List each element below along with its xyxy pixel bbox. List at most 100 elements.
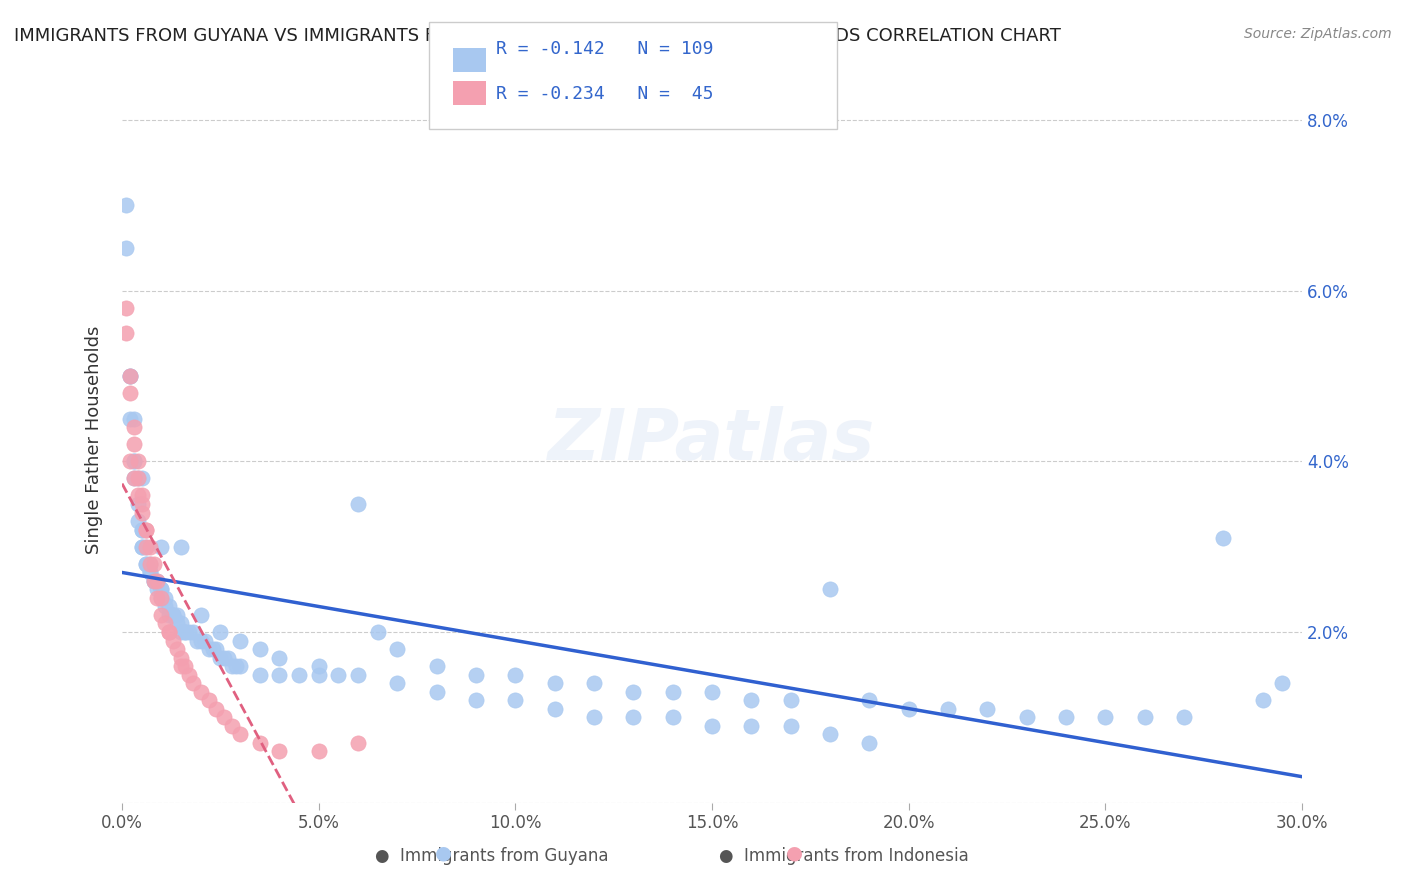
Point	[131, 523, 153, 537]
Point	[1251, 693, 1274, 707]
Point	[426, 659, 449, 673]
Text: ●  Immigrants from Indonesia: ● Immigrants from Indonesia	[718, 847, 969, 865]
Point	[221, 659, 243, 673]
Point	[269, 744, 291, 758]
Point	[118, 369, 141, 384]
Point	[135, 540, 157, 554]
Point	[115, 301, 138, 315]
Point	[127, 514, 149, 528]
Point	[162, 607, 184, 622]
Point	[150, 582, 173, 597]
Point	[157, 607, 180, 622]
Point	[122, 471, 145, 485]
Point	[118, 411, 141, 425]
Point	[150, 591, 173, 605]
Point	[150, 591, 173, 605]
Point	[170, 659, 193, 673]
Point	[118, 369, 141, 384]
Point	[269, 667, 291, 681]
Point	[308, 744, 330, 758]
Point	[142, 574, 165, 588]
Point	[505, 667, 527, 681]
Point	[122, 437, 145, 451]
Point	[162, 633, 184, 648]
Text: R = -0.142   N = 109: R = -0.142 N = 109	[496, 40, 714, 58]
Point	[818, 727, 841, 741]
Text: ●: ●	[786, 844, 803, 863]
Point	[1133, 710, 1156, 724]
Point	[135, 557, 157, 571]
Point	[700, 684, 723, 698]
Point	[146, 582, 169, 597]
Point	[201, 642, 224, 657]
Point	[249, 642, 271, 657]
Point	[197, 642, 219, 657]
Point	[138, 557, 160, 571]
Point	[779, 719, 801, 733]
Point	[131, 488, 153, 502]
Point	[155, 616, 177, 631]
Point	[135, 523, 157, 537]
Point	[127, 454, 149, 468]
Point	[122, 454, 145, 468]
Point	[186, 633, 208, 648]
Point	[858, 736, 880, 750]
Point	[1173, 710, 1195, 724]
Point	[177, 667, 200, 681]
Point	[465, 693, 488, 707]
Point	[1054, 710, 1077, 724]
Point	[170, 540, 193, 554]
Point	[150, 607, 173, 622]
Y-axis label: Single Father Households: Single Father Households	[86, 326, 103, 554]
Point	[138, 557, 160, 571]
Point	[190, 684, 212, 698]
Point	[131, 540, 153, 554]
Point	[347, 497, 370, 511]
Point	[115, 241, 138, 255]
Point	[146, 574, 169, 588]
Point	[170, 624, 193, 639]
Point	[229, 727, 252, 741]
Point	[118, 386, 141, 401]
Point	[118, 454, 141, 468]
Point	[194, 633, 217, 648]
Point	[181, 624, 204, 639]
Point	[621, 684, 644, 698]
Point	[157, 624, 180, 639]
Point	[166, 607, 188, 622]
Point	[465, 667, 488, 681]
Point	[1271, 676, 1294, 690]
Text: IMMIGRANTS FROM GUYANA VS IMMIGRANTS FROM INDONESIA SINGLE FATHER HOUSEHOLDS COR: IMMIGRANTS FROM GUYANA VS IMMIGRANTS FRO…	[14, 27, 1062, 45]
Point	[544, 676, 567, 690]
Point	[328, 667, 350, 681]
Point	[976, 702, 998, 716]
Point	[127, 471, 149, 485]
Text: ZIPatlas: ZIPatlas	[548, 406, 876, 475]
Point	[166, 642, 188, 657]
Point	[142, 574, 165, 588]
Point	[740, 719, 762, 733]
Point	[209, 650, 232, 665]
Point	[131, 471, 153, 485]
Point	[308, 659, 330, 673]
Point	[1015, 710, 1038, 724]
Point	[122, 420, 145, 434]
Point	[177, 624, 200, 639]
Point	[367, 624, 389, 639]
Point	[582, 710, 605, 724]
Point	[155, 591, 177, 605]
Point	[170, 616, 193, 631]
Point	[217, 650, 239, 665]
Point	[174, 624, 197, 639]
Point	[138, 540, 160, 554]
Point	[288, 667, 311, 681]
Point	[127, 488, 149, 502]
Point	[150, 540, 173, 554]
Point	[214, 710, 236, 724]
Point	[214, 650, 236, 665]
Point	[157, 599, 180, 614]
Point	[544, 702, 567, 716]
Point	[661, 684, 683, 698]
Text: Source: ZipAtlas.com: Source: ZipAtlas.com	[1244, 27, 1392, 41]
Point	[135, 523, 157, 537]
